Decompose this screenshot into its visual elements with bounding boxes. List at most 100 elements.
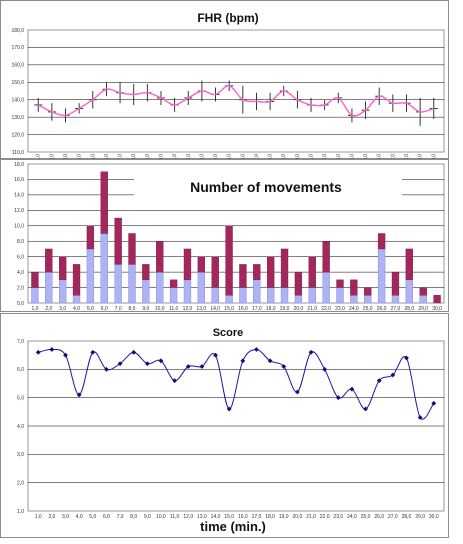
fhr-x-tick-label: 20,0 [295, 154, 301, 164]
movements-bar [211, 256, 219, 288]
score-x-tick-label: 4,0 [76, 514, 83, 520]
score-point [322, 366, 328, 372]
score-point [390, 372, 396, 378]
score-x-tick-label: 22,0 [320, 514, 330, 520]
movements-x-tick-label: 13,0 [196, 306, 206, 312]
movements-x-tick-label: 17,0 [252, 306, 262, 312]
movements-x-tick-label: 14,0 [210, 306, 220, 312]
movements-x-tick-label: 16,0 [238, 306, 248, 312]
score-y-tick-label: 3,0 [17, 452, 24, 458]
movements-bar [419, 287, 427, 296]
movements-bar [156, 271, 164, 304]
movements-bar [336, 279, 344, 288]
movements-bars [31, 171, 441, 304]
movements-x-tick-label: 26,0 [377, 306, 387, 312]
score-x-tick-label: 14,0 [211, 514, 221, 520]
fhr-x-tick-label: 28,0 [404, 154, 410, 164]
movements-bar [364, 295, 372, 304]
movements-x-tick-label: 1,0 [31, 306, 38, 312]
score-x-tick-label: 30,0 [429, 514, 439, 520]
fhr-y-tick-label: 160,0 [11, 63, 24, 69]
score-series [35, 347, 437, 420]
movements-x-tick-label: 29,0 [418, 306, 428, 312]
fhr-y-tick-label: 120,0 [11, 132, 24, 138]
score-x-tick-label: 28,0 [402, 514, 412, 520]
movements-y-tick-label: 18,0 [14, 162, 24, 168]
movements-x-tick-label: 24,0 [349, 306, 359, 312]
movements-y-tick-labels: 0,0 2,0 4,0 6,0 8,0 10,0 12,0 14,0 16,0 18,0 [14, 162, 24, 307]
movements-x-tick-label: 10,0 [155, 306, 165, 312]
movements-panel: Number of movements 0,0 2,0 4,0 6,0 8,0 10,0 1… [0, 159, 449, 312]
movements-y-tick-label: 4,0 [17, 270, 24, 276]
score-x-tick-label: 20,0 [293, 514, 303, 520]
movements-bar [308, 256, 316, 288]
movements-bar [45, 248, 53, 273]
movements-x-tick-label: 28,0 [404, 306, 414, 312]
movements-bar [45, 271, 53, 304]
movements-bar [59, 256, 67, 281]
score-x-tick-label: 25,0 [361, 514, 371, 520]
movements-bar [294, 295, 303, 304]
movements-bar [308, 287, 316, 304]
score-point [131, 349, 137, 355]
score-point [240, 358, 246, 364]
fhr-x-tick-label: 29,0 [418, 154, 424, 164]
fhr-x-tick-labels: 1,0 2,0 3,0 4,0 5,0 6,0 7,0 8,0 9,0 10,0 11,0 12,0 1… [36, 154, 438, 164]
fhr-y-tick-labels: 110,0 120,0 130,0 140,0 150,0 160,0 170,0 180,0 [11, 28, 24, 156]
movements-bar [405, 248, 414, 281]
fhr-x-tick-label: 25,0 [363, 154, 369, 164]
fhr-x-tick-label: 19,0 [281, 154, 287, 164]
score-x-tick-labels: 1,0 2,0 3,0 4,0 5,0 6,0 7,0 8,0 9,0 10,0 11,0 12,0 1… [35, 514, 439, 520]
fhr-x-tick-label: 1,0 [36, 154, 42, 161]
score-y-tick-label: 2,0 [17, 480, 24, 486]
movements-bar [142, 279, 150, 304]
movements-bar [183, 248, 192, 281]
fhr-x-tick-label: 10,0 [158, 154, 164, 164]
movements-bar [225, 225, 233, 296]
score-x-tick-label: 15,0 [224, 514, 234, 520]
fhr-x-tick-label: 11,0 [172, 154, 178, 164]
score-x-tick-label: 3,0 [62, 514, 69, 520]
score-gridlines [28, 369, 444, 483]
score-x-tick-label: 19,0 [279, 514, 289, 520]
fhr-x-tick-label: 14,0 [213, 154, 219, 164]
movements-y-tick-label: 14,0 [14, 193, 24, 199]
movements-y-tick-label: 2,0 [17, 285, 24, 291]
movements-bar [280, 287, 289, 304]
score-point [213, 352, 218, 358]
movements-bar [336, 287, 344, 304]
fhr-y-tick-label: 140,0 [11, 98, 24, 104]
movements-bar [350, 279, 358, 296]
movements-y-tick-label: 0,0 [17, 301, 24, 307]
fhr-x-tick-label: 18,0 [268, 154, 274, 164]
fhr-x-tick-label: 7,0 [118, 154, 124, 161]
score-point [431, 400, 437, 406]
score-x-tick-label: 29,0 [415, 514, 425, 520]
movements-bar [225, 295, 233, 304]
fhr-x-tick-label: 26,0 [377, 154, 383, 164]
score-point [35, 349, 41, 355]
score-x-tick-label: 18,0 [265, 514, 275, 520]
score-point [349, 386, 355, 392]
score-x-tick-label: 23,0 [333, 514, 343, 520]
movements-x-tick-label: 18,0 [266, 306, 276, 312]
fhr-panel: FHR (bpm) 110,0 120,0 130,0 140,0 150,0 160,0… [0, 0, 449, 164]
fhr-x-tick-label: 13,0 [199, 154, 205, 164]
score-x-tick-label: 7,0 [117, 514, 124, 520]
score-y-tick-labels: 1,0 2,0 3,0 4,0 5,0 6,0 7,0 [17, 339, 24, 515]
score-chart-title: Score [213, 327, 244, 339]
movements-x-tick-label: 6,0 [101, 306, 108, 312]
movements-x-tick-label: 30,0 [432, 306, 442, 312]
movements-bar [322, 271, 330, 304]
movements-bar [377, 248, 386, 304]
fhr-x-tick-label: 22,0 [322, 154, 328, 164]
movements-bar [405, 279, 414, 304]
score-point [417, 415, 423, 420]
fhr-x-tick-label: 24,0 [349, 154, 355, 164]
fhr-x-tick-label: 23,0 [336, 154, 342, 164]
score-x-tick-label: 6,0 [103, 514, 110, 520]
movements-bar [239, 264, 247, 288]
movements-bar [100, 233, 108, 304]
movements-x-tick-labels: 1,0 2,0 3,0 4,0 5,0 6,0 7,0 8,0 9,0 10,0 11,0 12,0 1… [31, 306, 442, 312]
movements-bar [267, 256, 275, 288]
